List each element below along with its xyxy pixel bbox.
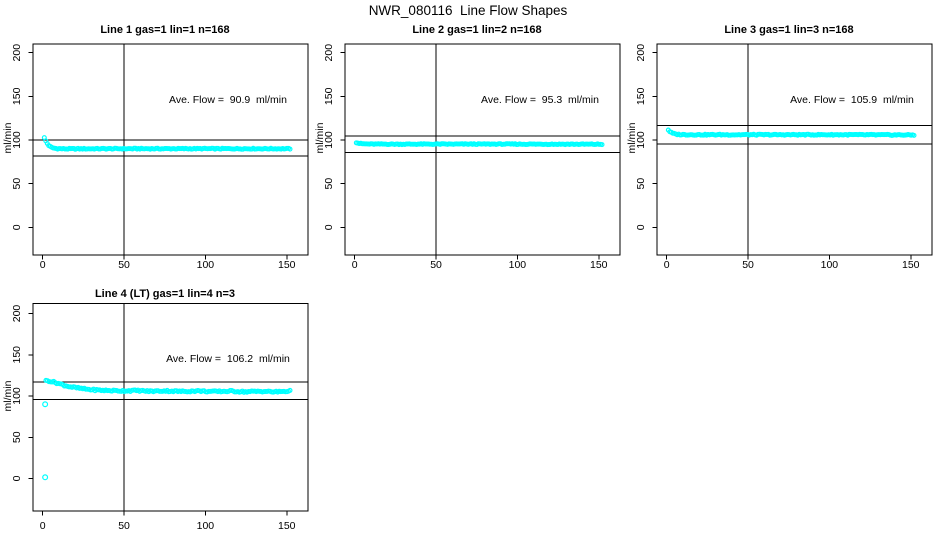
x-tick-label: 150 bbox=[590, 259, 608, 271]
x-tick-label: 50 bbox=[118, 259, 130, 271]
data-point bbox=[287, 146, 293, 152]
scatter-series bbox=[42, 377, 293, 481]
y-tick-label: 150 bbox=[11, 87, 23, 105]
y-tick-label: 100 bbox=[635, 131, 647, 149]
x-tick-label: 0 bbox=[664, 259, 670, 271]
data-point bbox=[599, 142, 605, 148]
ave-flow-annotation: Ave. Flow = 105.9 ml/min bbox=[790, 94, 914, 106]
x-tick-label: 0 bbox=[40, 520, 46, 532]
y-tick-label: 0 bbox=[11, 475, 23, 481]
scatter-series bbox=[665, 127, 917, 138]
panel-title: Line 4 (LT) gas=1 lin=4 n=3 bbox=[95, 288, 235, 300]
y-tick-label: 200 bbox=[11, 305, 23, 323]
ave-flow-annotation: Ave. Flow = 95.3 ml/min bbox=[481, 94, 599, 106]
x-tick-label: 100 bbox=[509, 259, 527, 271]
y-tick-label: 150 bbox=[323, 87, 335, 105]
y-tick-label: 100 bbox=[11, 131, 23, 149]
panel-title: Line 1 gas=1 lin=1 n=168 bbox=[100, 24, 229, 36]
plot-area: 0 50 100 150 0 50 100 150 200 bbox=[11, 303, 309, 532]
panel-line-1: 0 50 100 150 0 50 100 150 200 Line 1 gas=1 lin=1… bbox=[0, 18, 312, 280]
panel-title: Line 2 gas=1 lin=2 n=168 bbox=[412, 24, 541, 36]
y-tick-label: 200 bbox=[323, 44, 335, 62]
plot-area: 0 50 100 150 0 50 100 150 200 bbox=[11, 43, 309, 271]
plot-box bbox=[344, 43, 621, 256]
panel-plot-3: 0 50 100 150 0 50 100 150 200 Line 3 gas=1 lin=3… bbox=[626, 24, 933, 271]
scatter-series bbox=[41, 135, 293, 152]
y-tick-label: 50 bbox=[11, 178, 23, 190]
y-tick-label: 0 bbox=[323, 224, 335, 230]
y-tick-label: 50 bbox=[635, 178, 647, 190]
x-tick-label: 50 bbox=[742, 259, 754, 271]
panel-title: Line 3 gas=1 lin=3 n=168 bbox=[724, 24, 853, 36]
x-tick-label: 50 bbox=[118, 520, 130, 532]
y-tick-label: 50 bbox=[323, 178, 335, 190]
panel-line-4: 0 50 100 150 0 50 100 150 200 Line 4 (LT) gas=1 … bbox=[0, 285, 312, 540]
panel-line-2: 0 50 100 150 0 50 100 150 200 Line 2 gas=1 lin=2… bbox=[312, 18, 624, 280]
x-tick-label: 150 bbox=[278, 259, 296, 271]
ave-flow-annotation: Ave. Flow = 90.9 ml/min bbox=[169, 94, 287, 106]
ave-flow-annotation: Ave. Flow = 106.2 ml/min bbox=[166, 353, 290, 365]
x-tick-label: 150 bbox=[902, 259, 920, 271]
y-tick-label: 100 bbox=[323, 131, 335, 149]
y-tick-label: 150 bbox=[635, 87, 647, 105]
y-axis-label: ml/min bbox=[2, 122, 14, 153]
plot-area: 0 50 100 150 0 50 100 150 200 bbox=[635, 43, 933, 271]
x-tick-label: 50 bbox=[430, 259, 442, 271]
figure-title: NWR_080116 Line Flow Shapes bbox=[368, 3, 568, 18]
y-tick-label: 50 bbox=[11, 431, 23, 443]
x-tick-label: 100 bbox=[197, 520, 215, 532]
data-point bbox=[911, 132, 917, 138]
plot-box bbox=[32, 43, 309, 256]
outlier-point bbox=[42, 474, 49, 481]
y-tick-label: 200 bbox=[11, 44, 23, 62]
y-tick-label: 150 bbox=[11, 346, 23, 364]
data-point bbox=[287, 387, 293, 393]
x-tick-label: 150 bbox=[278, 520, 296, 532]
y-tick-label: 0 bbox=[635, 224, 647, 230]
y-tick-label: 0 bbox=[11, 224, 23, 230]
plot-box bbox=[656, 43, 933, 256]
panel-plot-2: 0 50 100 150 0 50 100 150 200 Line 2 gas=1 lin=2… bbox=[314, 24, 621, 271]
y-axis-label: ml/min bbox=[314, 122, 326, 153]
x-tick-label: 0 bbox=[40, 259, 46, 271]
x-tick-label: 100 bbox=[821, 259, 839, 271]
scatter-series bbox=[353, 140, 605, 148]
x-tick-label: 0 bbox=[352, 259, 358, 271]
y-tick-label: 200 bbox=[635, 44, 647, 62]
plot-box bbox=[32, 303, 309, 512]
panel-plot-1: 0 50 100 150 0 50 100 150 200 Line 1 gas=1 lin=1… bbox=[2, 24, 309, 271]
y-axis-label: ml/min bbox=[626, 122, 638, 153]
outlier-point bbox=[42, 401, 49, 408]
panel-line-3: 0 50 100 150 0 50 100 150 200 Line 3 gas=1 lin=3… bbox=[624, 18, 936, 280]
y-axis-label: ml/min bbox=[2, 380, 14, 411]
plot-area: 0 50 100 150 0 50 100 150 200 bbox=[323, 43, 621, 271]
panel-plot-4: 0 50 100 150 0 50 100 150 200 Line 4 (LT) gas=1 … bbox=[2, 288, 309, 532]
y-tick-label: 100 bbox=[11, 387, 23, 405]
x-tick-label: 100 bbox=[197, 259, 215, 271]
